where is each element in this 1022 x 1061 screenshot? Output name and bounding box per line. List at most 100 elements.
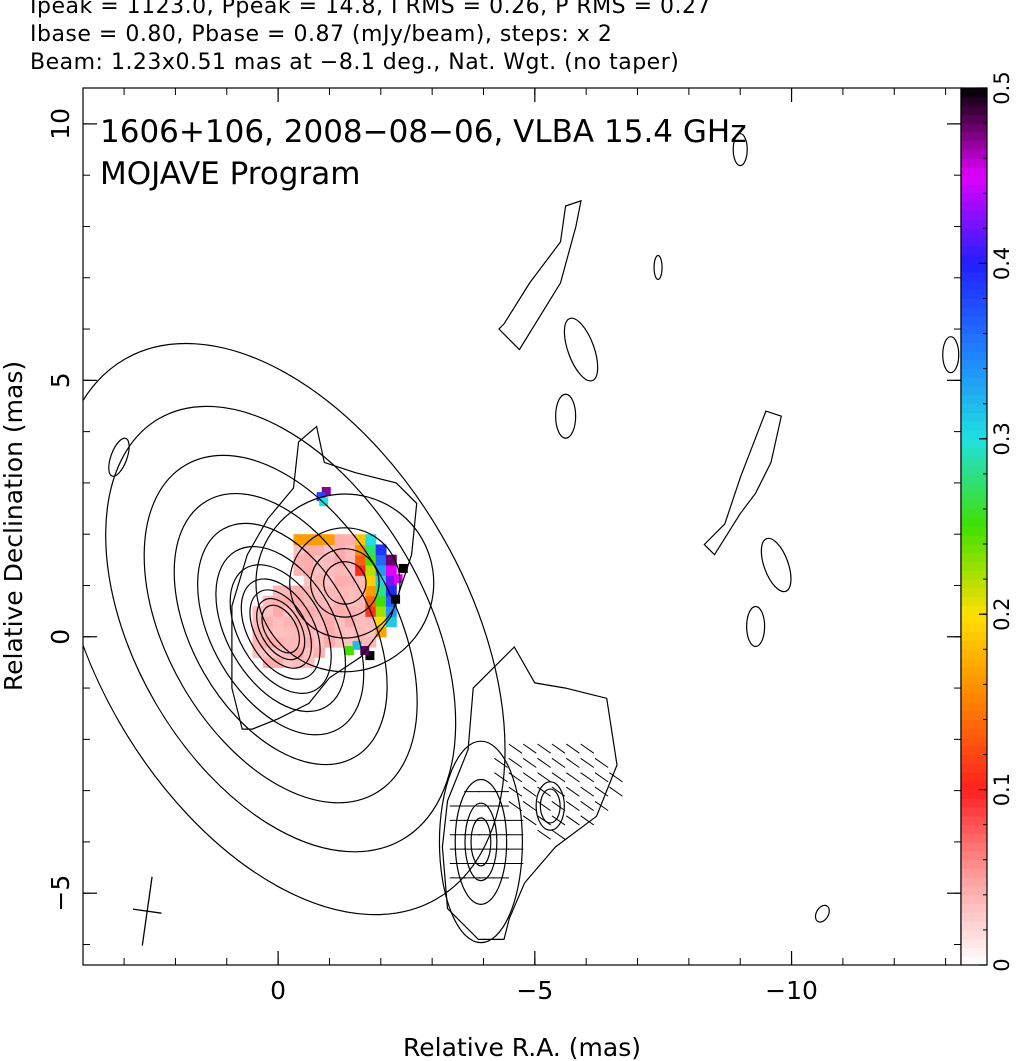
colorbar-segment [961, 605, 987, 614]
pol-vector [538, 758, 551, 767]
colorbar-segment [961, 763, 987, 772]
colorbar-segment [961, 842, 987, 851]
pol-pixel [386, 585, 397, 596]
contour-isolated [747, 607, 765, 647]
colorbar-segment [961, 711, 987, 720]
colorbar-segment [961, 316, 987, 325]
colorbar-segment [961, 421, 987, 430]
pol-pixel [263, 606, 274, 617]
colorbar-segment [961, 825, 987, 834]
colorbar-segment [961, 325, 987, 334]
colorbar-segment [961, 570, 987, 579]
colorbar-segment [961, 369, 987, 378]
pol-vector [552, 830, 565, 839]
colorbar-segment [961, 456, 987, 465]
pol-vector [552, 758, 565, 767]
colorbar-segment [961, 176, 987, 185]
colorbar-segment [961, 255, 987, 264]
colorbar-segment [961, 123, 987, 132]
pol-pixel [314, 544, 325, 555]
pol-pixel [324, 585, 335, 596]
y-axis-label: Relative Declination (mas) [0, 361, 28, 691]
colorbar-segment [961, 904, 987, 913]
pol-pixel [324, 555, 335, 566]
colorbar-segment [961, 298, 987, 307]
pol-vector [523, 773, 536, 782]
colorbar-segment [961, 544, 987, 553]
pol-pixel [386, 565, 397, 576]
pol-vector [566, 801, 579, 810]
colorbar-segment [961, 491, 987, 500]
x-tick-label: −5 [516, 976, 553, 1005]
colorbar-segment [961, 693, 987, 702]
colorbar-segment [961, 649, 987, 658]
colorbar-segment [961, 886, 987, 895]
pol-vector [552, 744, 565, 753]
pol-vector [581, 801, 594, 810]
pol-pixel [283, 585, 294, 596]
contour-isolated [558, 314, 605, 385]
pol-vector [581, 758, 594, 767]
colorbar-segment [961, 500, 987, 509]
colorbar-segment [961, 281, 987, 290]
colorbar-segment [961, 588, 987, 597]
contour-isolated [556, 394, 576, 438]
pol-vector [523, 816, 536, 825]
colorbar-tick-label: 0.5 [990, 71, 1014, 104]
pol-pixel [335, 565, 346, 576]
colorbar-segment [961, 860, 987, 869]
pol-vector [581, 744, 594, 753]
colorbar-segment [961, 869, 987, 878]
pol-vector [538, 830, 551, 839]
colorbar-segment [961, 798, 987, 807]
colorbar-segment [961, 377, 987, 386]
colorbar-segment [961, 141, 987, 150]
pol-vector [509, 744, 522, 753]
pol-pixel [283, 637, 294, 648]
pol-vector [566, 787, 579, 796]
pol-pixel [365, 585, 376, 596]
colorbar-segment [961, 632, 987, 641]
colorbar-segment [961, 351, 987, 360]
y-tick-label: 5 [46, 372, 75, 388]
x-tick-label: 0 [270, 976, 286, 1005]
pol-vector [509, 758, 522, 767]
colorbar-segment [961, 202, 987, 211]
colorbar-tick-label: 0.1 [990, 773, 1014, 806]
colorbar-segment [961, 719, 987, 728]
contour-southern-knot [455, 779, 506, 904]
colorbar-segment [961, 676, 987, 685]
y-tick-label: −5 [46, 875, 75, 912]
colorbar-segment [961, 220, 987, 229]
pol-vector [566, 773, 579, 782]
colorbar-segment [961, 746, 987, 755]
contour-isolated [755, 535, 797, 596]
pol-pixel [376, 544, 387, 555]
contour-isolated [654, 256, 662, 280]
pol-pixel [335, 575, 346, 586]
pol-vector [509, 773, 522, 782]
source-annotation: 1606+106, 2008−08−06, VLBA 15.4 GHz [100, 114, 746, 150]
pol-pixel [345, 646, 354, 655]
colorbar-segment [961, 833, 987, 842]
pol-vector [552, 787, 565, 796]
colorbar-segment [961, 684, 987, 693]
pol-pixel [365, 575, 376, 586]
pol-vector [523, 744, 536, 753]
pol-vector [523, 801, 536, 810]
colorbar-segment [961, 237, 987, 246]
pol-pixel [304, 637, 315, 648]
x-axis-label: Relative R.A. (mas) [403, 1033, 641, 1061]
colorbar-segment [961, 158, 987, 167]
colorbar-segment [961, 184, 987, 193]
pol-pixel [294, 544, 305, 555]
colorbar-segment [961, 816, 987, 825]
colorbar-segment [961, 614, 987, 623]
pol-vector [581, 773, 594, 782]
contour-outer-south [442, 647, 617, 939]
colorbar-segment [961, 781, 987, 790]
colorbar-segment [961, 412, 987, 421]
colorbar-segment [961, 755, 987, 764]
pol-vector [566, 816, 579, 825]
